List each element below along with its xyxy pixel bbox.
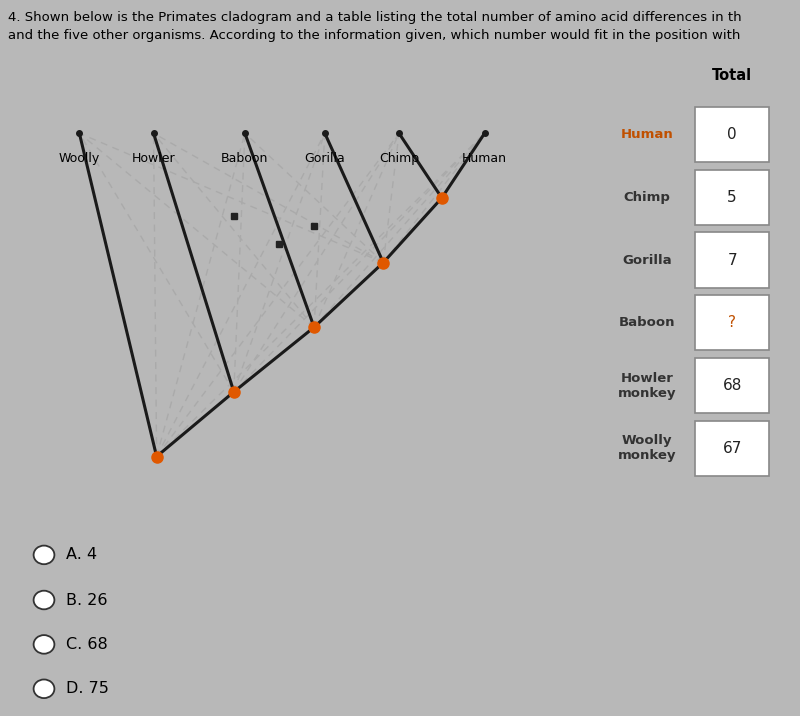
Text: Baboon: Baboon xyxy=(618,316,675,329)
Text: Total: Total xyxy=(712,68,752,83)
Text: 67: 67 xyxy=(722,441,742,456)
Text: Chimp: Chimp xyxy=(379,152,419,165)
Text: Woolly
monkey: Woolly monkey xyxy=(618,434,676,463)
Bar xyxy=(695,295,769,350)
Text: D. 75: D. 75 xyxy=(66,682,109,696)
Text: 4. Shown below is the Primates cladogram and a table listing the total number of: 4. Shown below is the Primates cladogram… xyxy=(8,11,742,24)
Text: 0: 0 xyxy=(727,127,737,142)
Text: Baboon: Baboon xyxy=(222,152,269,165)
Text: Woolly: Woolly xyxy=(58,152,100,165)
Text: B. 26: B. 26 xyxy=(66,593,107,607)
Bar xyxy=(695,170,769,225)
Text: ?: ? xyxy=(728,315,736,330)
Text: Howler: Howler xyxy=(132,152,175,165)
Text: A. 4: A. 4 xyxy=(66,548,97,562)
Text: 68: 68 xyxy=(722,378,742,393)
Bar xyxy=(695,358,769,413)
Text: 5: 5 xyxy=(727,190,737,205)
Text: Chimp: Chimp xyxy=(623,191,670,204)
Text: Human: Human xyxy=(621,128,674,141)
Text: 7: 7 xyxy=(727,253,737,268)
Text: and the five other organisms. According to the information given, which number w: and the five other organisms. According … xyxy=(8,29,740,42)
Text: Gorilla: Gorilla xyxy=(305,152,345,165)
Text: Howler
monkey: Howler monkey xyxy=(618,372,676,400)
Text: Gorilla: Gorilla xyxy=(622,253,672,266)
Bar xyxy=(695,233,769,288)
Bar xyxy=(695,107,769,163)
Text: Human: Human xyxy=(462,152,507,165)
Text: C. 68: C. 68 xyxy=(66,637,107,652)
Bar xyxy=(695,420,769,476)
